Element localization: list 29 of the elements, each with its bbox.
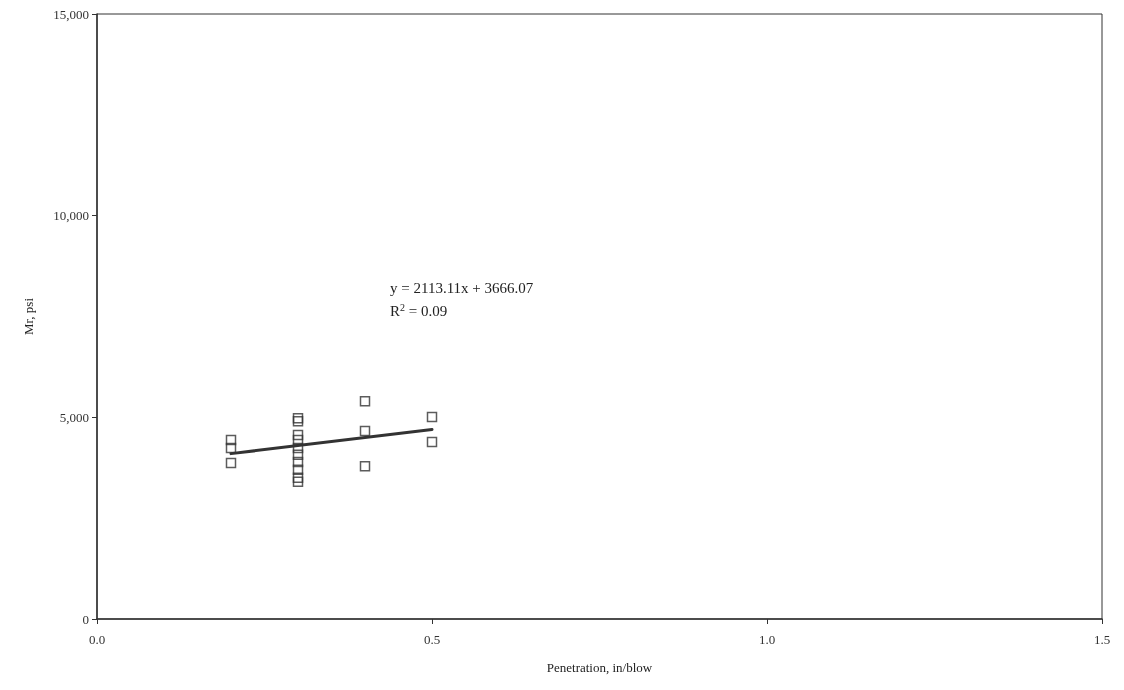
point — [292, 429, 304, 441]
x-tick-label: 0.0 — [88, 632, 106, 647]
y-tick-label: 0 — [82, 611, 89, 627]
x-tick-label: 1.5 — [1093, 632, 1111, 647]
y-tick-label: 15,000 — [53, 6, 89, 22]
point — [359, 395, 371, 407]
y-tick-label: 5,000 — [59, 409, 89, 425]
point — [359, 460, 371, 472]
point — [225, 434, 237, 446]
point — [292, 412, 304, 424]
x-tick-label: 1.0 — [758, 632, 776, 647]
point — [292, 416, 304, 427]
y-tick-label: 10,000 — [53, 208, 89, 224]
point — [426, 411, 438, 423]
point — [292, 456, 304, 468]
point — [225, 457, 237, 469]
point — [292, 476, 304, 488]
point — [292, 434, 304, 446]
x-axis-title: Penetration, in/blow — [546, 660, 653, 675]
y-axis-title: Mr, psi — [21, 297, 36, 336]
annotation: y = 2113.11x + 3666.07 — [390, 279, 534, 296]
point — [292, 472, 304, 484]
point — [292, 442, 304, 454]
point — [225, 442, 237, 454]
x-tick-label: 0.5 — [423, 632, 441, 647]
point — [426, 436, 438, 448]
point — [292, 464, 304, 476]
point — [359, 425, 371, 437]
point — [292, 449, 304, 461]
